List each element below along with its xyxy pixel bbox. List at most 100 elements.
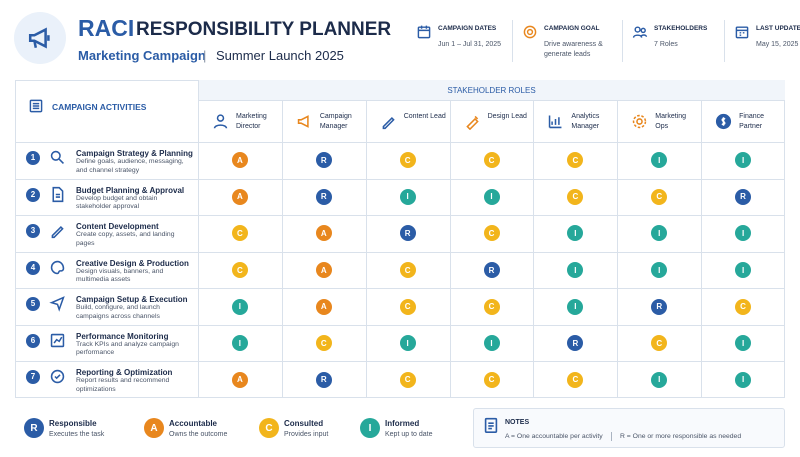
activity-title: Content Development [76, 222, 159, 232]
roles-header-bg [198, 80, 785, 101]
notes-box [473, 408, 785, 448]
row-rule [15, 361, 785, 363]
activity-icon [49, 222, 66, 239]
raci-badge: C [567, 152, 584, 169]
activity-title: Performance Monitoring [76, 331, 169, 341]
raci-badge: I [567, 225, 584, 242]
role-icon [547, 113, 564, 130]
raci-badge: C [483, 371, 500, 388]
legend-description: Owns the outcome [169, 431, 228, 438]
raci-badge: C [315, 335, 332, 352]
column-divider [281, 101, 283, 398]
activity-icon [49, 295, 66, 313]
role-name: Finance Partner [739, 113, 765, 130]
activity-description: Create copy, assets, and landing pages [76, 231, 175, 247]
info-label: LAST UPDATED [756, 25, 800, 32]
header-rule [15, 142, 785, 143]
raci-badge: A [231, 152, 248, 169]
raci-badge: C [399, 298, 416, 315]
info-icon [632, 24, 648, 40]
role-icon [380, 113, 397, 130]
row-number: 4 [26, 260, 40, 275]
role-icon [631, 113, 648, 130]
legend-description: Provides input [284, 431, 329, 438]
notes-divider [611, 432, 612, 441]
activity-description: Build, configure, and launch campaigns a… [76, 304, 160, 320]
raci-badge: C [399, 152, 416, 169]
info-value: Drive awareness & generate leads [544, 41, 603, 58]
column-divider [533, 101, 535, 398]
activity-description: Design visuals, banners, and multimedia … [76, 267, 164, 284]
raci-badge: I [483, 188, 500, 205]
raci-badge: I [735, 152, 752, 169]
role-icon [296, 113, 313, 130]
role-name: Marketing Ops [655, 113, 687, 130]
raci-badge: R [483, 262, 500, 278]
raci-badge: I [735, 225, 752, 242]
note: A = One accountable per activity [505, 433, 603, 440]
activities-header: CAMPAIGN ACTIVITIES [52, 102, 147, 112]
raci-badge: C [483, 298, 500, 315]
info-label: CAMPAIGN GOAL [544, 25, 600, 32]
raci-badge: R [567, 335, 584, 352]
notes-icon [482, 416, 500, 434]
info-icon [734, 24, 750, 40]
activity-description: Report results and recommend optimizatio… [76, 377, 170, 393]
row-number: 3 [26, 224, 40, 239]
info-divider [512, 20, 513, 62]
raci-badge: C [483, 152, 500, 169]
raci-badge: I [735, 335, 752, 352]
roles-header: STAKEHOLDER ROLES [447, 86, 536, 95]
raci-badge: C [483, 225, 500, 242]
raci-badge: R [399, 225, 416, 242]
raci-badge: I [567, 298, 584, 315]
legend-label: Consulted [284, 419, 324, 428]
raci-badge: I [735, 262, 752, 278]
raci-badge: I [651, 371, 668, 388]
info-value: 7 Roles [654, 41, 678, 48]
row-number: 1 [26, 151, 40, 165]
activity-description: Define goals, audience, messaging, and c… [76, 158, 184, 174]
logo [14, 12, 66, 64]
raci-badge: I [651, 152, 668, 169]
legend-label: Responsible [49, 419, 97, 428]
raci-badge: R [651, 298, 668, 315]
activity-icon [49, 368, 66, 385]
activity-icon [49, 186, 66, 203]
activity-icon [49, 149, 66, 166]
activity-description: Develop budget and obtain stakeholder ap… [76, 194, 158, 211]
role-name: Analytics Manager [571, 113, 600, 130]
legend-label: Accountable [169, 419, 218, 428]
role-name: Marketing Director [236, 113, 267, 130]
info-value: May 15, 2025 [756, 41, 799, 48]
row-rule [15, 251, 785, 253]
separator: | [203, 48, 207, 63]
raci-badge: I [399, 188, 416, 205]
raci-badge: C [651, 188, 668, 205]
row-rule [15, 215, 785, 217]
row-number: 6 [26, 333, 40, 348]
row-rule [15, 288, 785, 290]
role-name: Design Lead [487, 113, 527, 120]
info-value: Jun 1 – Jul 31, 2025 [438, 41, 502, 48]
activity-description: Track KPIs and analyze campaign performa… [76, 340, 179, 357]
raci-badge: C [231, 225, 248, 242]
note: R = One or more responsible as needed [620, 433, 742, 440]
info-icon [522, 24, 538, 40]
raci-badge: C [567, 188, 584, 205]
raci-badge: I [399, 335, 416, 352]
raci-badge: I [735, 371, 752, 388]
legend-description: Kept up to date [385, 431, 433, 438]
raci-badge: A [231, 371, 248, 388]
notes-title: NOTES [505, 419, 530, 426]
legend-badge: I [360, 418, 380, 438]
activities-icon [28, 98, 44, 114]
activity-title: Creative Design & Production [76, 258, 189, 268]
raci-badge: A [315, 225, 332, 242]
info-icon [416, 24, 432, 40]
legend-badge: C [259, 418, 279, 438]
raci-badge: I [483, 335, 500, 352]
column-divider [701, 101, 703, 398]
raci-badge: A [315, 262, 332, 278]
